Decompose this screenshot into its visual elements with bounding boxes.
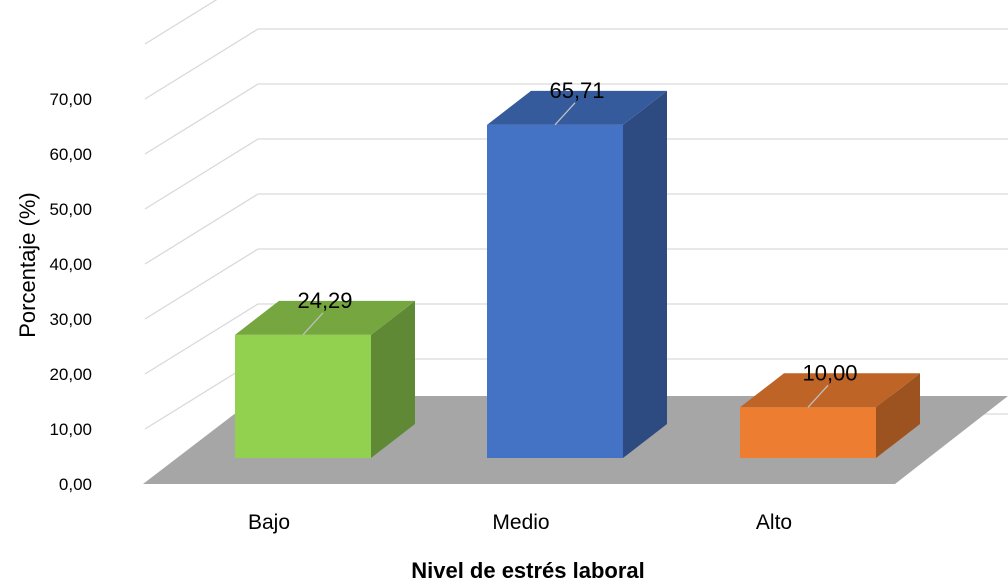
category-label: Bajo <box>248 511 290 534</box>
bar-medio: 65,71 <box>487 78 667 458</box>
bar-top <box>487 90 667 125</box>
bar-front <box>740 407 876 458</box>
bar-front <box>235 334 371 458</box>
bar-side <box>371 300 415 458</box>
data-label: 24,29 <box>297 288 352 313</box>
category-label: Medio <box>492 511 549 534</box>
bar-alto: 10,00 <box>740 360 920 458</box>
y-axis-title: Porcentaje (%) <box>15 192 40 338</box>
category-label: Alto <box>756 511 792 534</box>
y-tick-label: 70,00 <box>49 90 92 109</box>
data-label-leader <box>302 312 324 336</box>
gridline <box>144 138 1008 210</box>
y-axis-ticks: 0,00 10,00 20,00 30,00 40,00 50,00 60,00 70,00 <box>49 90 92 494</box>
bar-side <box>623 90 667 458</box>
y-tick-label: 30,00 <box>49 310 92 329</box>
data-label: 10,00 <box>802 360 857 385</box>
bar-side <box>876 373 920 458</box>
bar-top <box>235 300 415 335</box>
y-tick-label: 0,00 <box>59 475 92 494</box>
y-tick-label: 10,00 <box>49 420 92 439</box>
data-label-leader <box>554 102 576 126</box>
y-tick-label: 60,00 <box>49 145 92 164</box>
gridlines <box>144 0 1008 485</box>
data-label-leader <box>807 384 829 408</box>
gridline <box>144 303 1008 375</box>
y-tick-label: 50,00 <box>49 200 92 219</box>
gridline <box>144 248 1008 320</box>
bar-bajo: 24,29 <box>235 288 415 458</box>
bar-front <box>487 124 623 458</box>
gridline <box>144 0 218 45</box>
gridline <box>144 193 1008 265</box>
data-label: 65,71 <box>549 78 604 103</box>
gridline <box>144 83 1008 155</box>
bars: 24,29 65,71 10,00 <box>235 78 920 458</box>
x-axis-title: Nivel de estrés laboral <box>411 558 645 583</box>
y-tick-label: 40,00 <box>49 255 92 274</box>
x-axis-categories: Bajo Medio Alto <box>248 511 792 534</box>
gridline <box>144 28 1008 100</box>
bar-top <box>740 373 920 408</box>
y-tick-label: 20,00 <box>49 365 92 384</box>
